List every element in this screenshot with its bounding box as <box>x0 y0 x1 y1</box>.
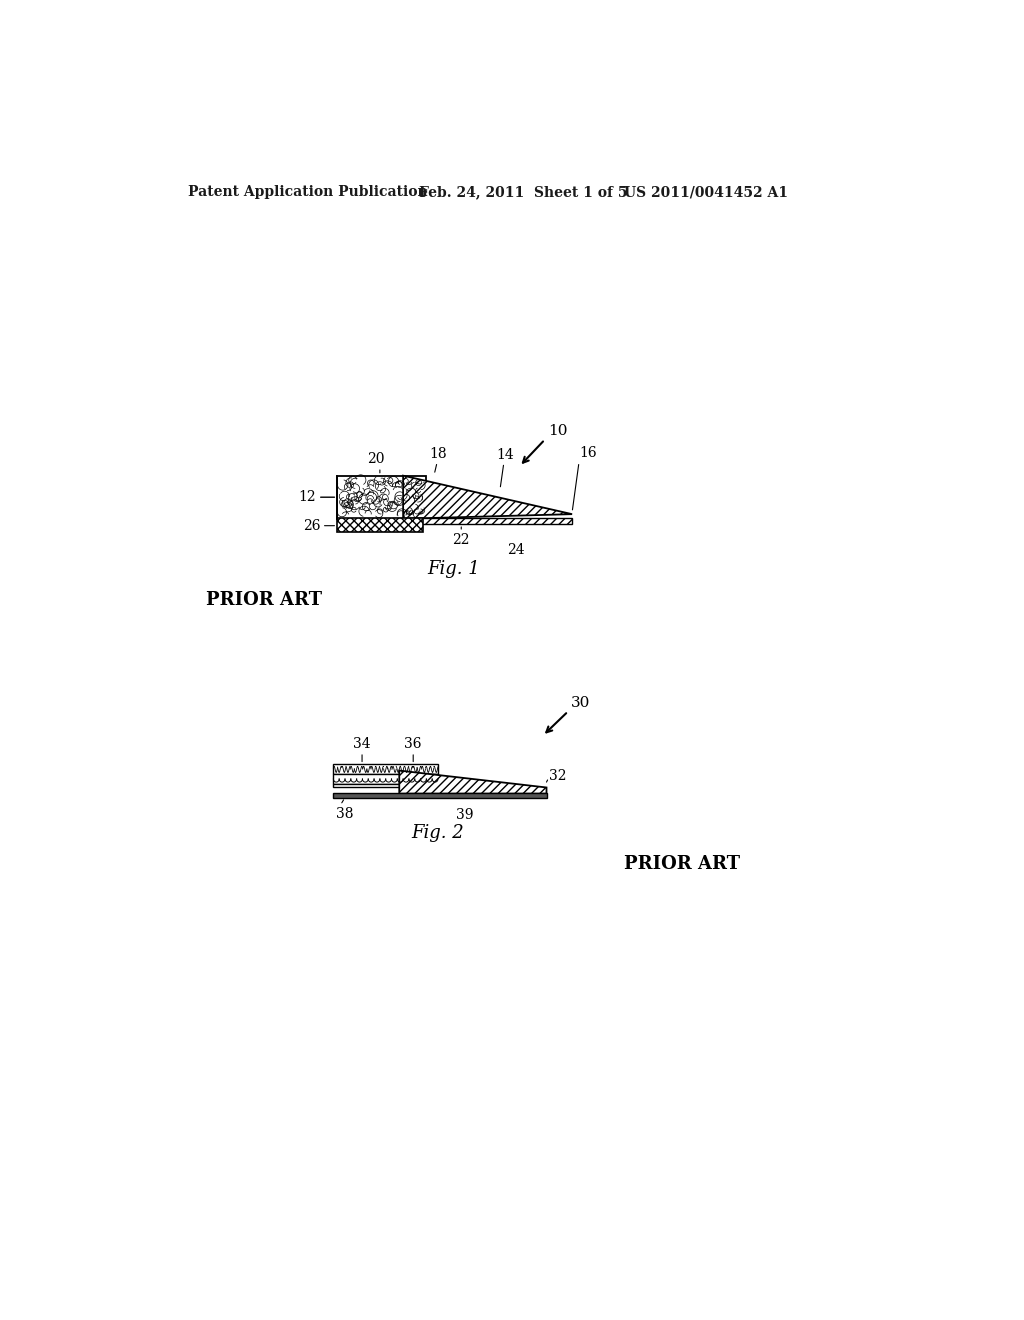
Text: 32: 32 <box>549 770 566 783</box>
Text: 38: 38 <box>336 807 353 821</box>
Text: 26: 26 <box>303 519 321 533</box>
Polygon shape <box>337 475 426 519</box>
Polygon shape <box>334 764 438 775</box>
Text: 10: 10 <box>548 424 567 438</box>
Text: 14: 14 <box>497 447 514 462</box>
Polygon shape <box>391 517 572 524</box>
Text: US 2011/0041452 A1: US 2011/0041452 A1 <box>624 185 788 199</box>
Text: 12: 12 <box>298 490 315 504</box>
Polygon shape <box>334 775 438 784</box>
Text: 24: 24 <box>507 544 524 557</box>
Polygon shape <box>334 793 547 797</box>
Text: 22: 22 <box>453 533 470 546</box>
Text: 18: 18 <box>429 447 446 461</box>
Polygon shape <box>337 517 423 532</box>
Text: Feb. 24, 2011  Sheet 1 of 5: Feb. 24, 2011 Sheet 1 of 5 <box>419 185 627 199</box>
Polygon shape <box>403 475 572 519</box>
Text: 20: 20 <box>368 453 385 466</box>
Polygon shape <box>334 784 438 788</box>
Text: PRIOR ART: PRIOR ART <box>624 855 740 874</box>
Text: Fig. 2: Fig. 2 <box>412 825 464 842</box>
Text: Fig. 1: Fig. 1 <box>427 561 480 578</box>
Text: 39: 39 <box>457 808 474 822</box>
Text: 34: 34 <box>353 738 371 751</box>
Text: 30: 30 <box>571 696 591 710</box>
Polygon shape <box>399 771 547 793</box>
Text: PRIOR ART: PRIOR ART <box>206 591 322 609</box>
Text: Patent Application Publication: Patent Application Publication <box>188 185 428 199</box>
Text: 36: 36 <box>404 738 422 751</box>
Text: 16: 16 <box>579 446 597 461</box>
